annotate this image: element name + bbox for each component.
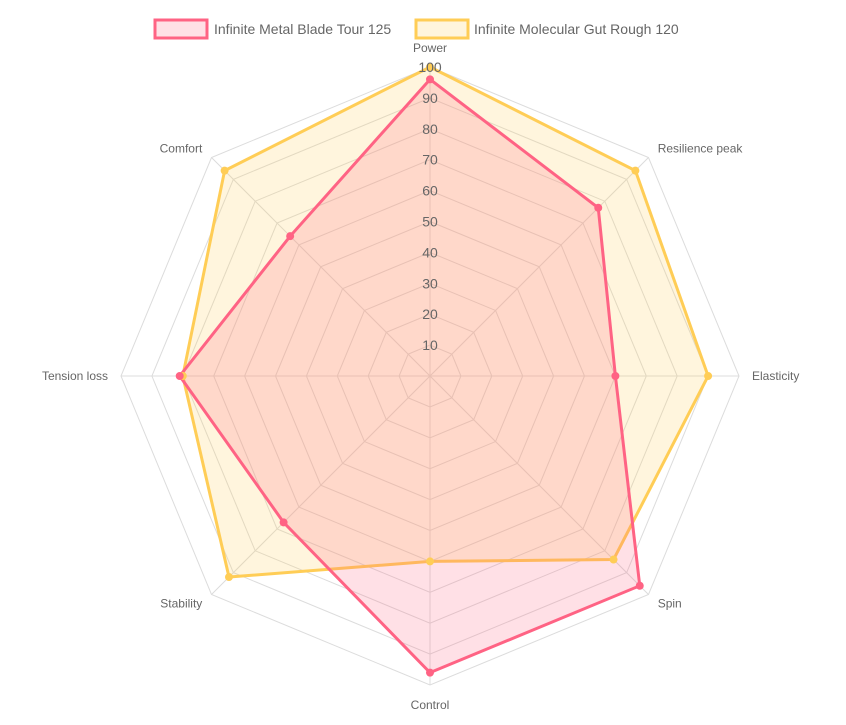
axis-label-resilience-peak: Resilience peak (658, 141, 744, 155)
tick-label-90: 90 (422, 90, 438, 106)
data-point-infinite-molecular-gut-rough-120-power[interactable] (426, 63, 434, 71)
axis-label-stability: Stability (160, 597, 202, 611)
tick-label-10: 10 (422, 337, 438, 353)
axis-label-comfort: Comfort (160, 141, 203, 155)
axis-label-tension-loss: Tension loss (42, 369, 108, 383)
angle-line-resilience-peak (429, 157, 649, 377)
legend-label-molecular-gut: Infinite Molecular Gut Rough 120 (474, 21, 679, 37)
tick-label-100: 100 (418, 59, 442, 75)
data-point-infinite-metal-blade-tour-125-control[interactable] (426, 668, 434, 677)
legend-item-molecular-gut[interactable]: Infinite Molecular Gut Rough 120 (414, 18, 679, 40)
legend[interactable]: Infinite Metal Blade Tour 125 Infinite M… (153, 18, 679, 40)
angle-line-comfort (211, 157, 431, 377)
tick-label-80: 80 (422, 121, 438, 137)
data-point-infinite-molecular-gut-rough-120-spin[interactable] (609, 555, 618, 564)
axis-label-spin: Spin (658, 597, 682, 611)
axis-label-control: Control (411, 698, 450, 712)
tick-label-30: 30 (422, 275, 438, 291)
radar-datasets (175, 63, 713, 677)
data-point-infinite-molecular-gut-rough-120-resilience-peak[interactable] (631, 166, 640, 175)
data-point-infinite-molecular-gut-rough-120-stability[interactable] (224, 573, 233, 582)
data-point-infinite-metal-blade-tour-125-stability[interactable] (279, 518, 288, 527)
tick-label-20: 20 (422, 306, 438, 322)
legend-item-metal-blade[interactable]: Infinite Metal Blade Tour 125 (153, 18, 391, 40)
axis-label-elasticity: Elasticity (752, 369, 799, 383)
angle-line-stability (211, 375, 431, 595)
legend-label-metal-blade: Infinite Metal Blade Tour 125 (214, 21, 391, 37)
data-point-infinite-metal-blade-tour-125-resilience-peak[interactable] (594, 203, 603, 212)
axis-label-power: Power (413, 41, 447, 55)
tick-label-50: 50 (422, 214, 438, 230)
radar-tick-labels: 10 20 30 40 50 60 70 80 90 100 (418, 59, 442, 353)
data-point-infinite-molecular-gut-rough-120-comfort[interactable] (220, 166, 229, 175)
data-point-infinite-molecular-gut-rough-120-control[interactable] (426, 557, 434, 566)
data-point-infinite-metal-blade-tour-125-power[interactable] (426, 75, 434, 84)
data-point-infinite-metal-blade-tour-125-tension-loss[interactable] (175, 372, 184, 380)
data-point-infinite-metal-blade-tour-125-elasticity[interactable] (611, 372, 620, 380)
data-point-infinite-metal-blade-tour-125-spin[interactable] (635, 581, 644, 590)
radar-axis-labels: Power Resilience peak Elasticity Spin Contro… (42, 41, 799, 712)
tick-label-60: 60 (422, 183, 438, 199)
legend-swatch-molecular-gut (414, 18, 470, 40)
legend-swatch-metal-blade (153, 18, 209, 40)
tick-label-70: 70 (422, 152, 438, 168)
tick-label-40: 40 (422, 244, 438, 260)
data-point-infinite-molecular-gut-rough-120-elasticity[interactable] (704, 372, 713, 380)
data-point-infinite-metal-blade-tour-125-comfort[interactable] (286, 232, 295, 241)
